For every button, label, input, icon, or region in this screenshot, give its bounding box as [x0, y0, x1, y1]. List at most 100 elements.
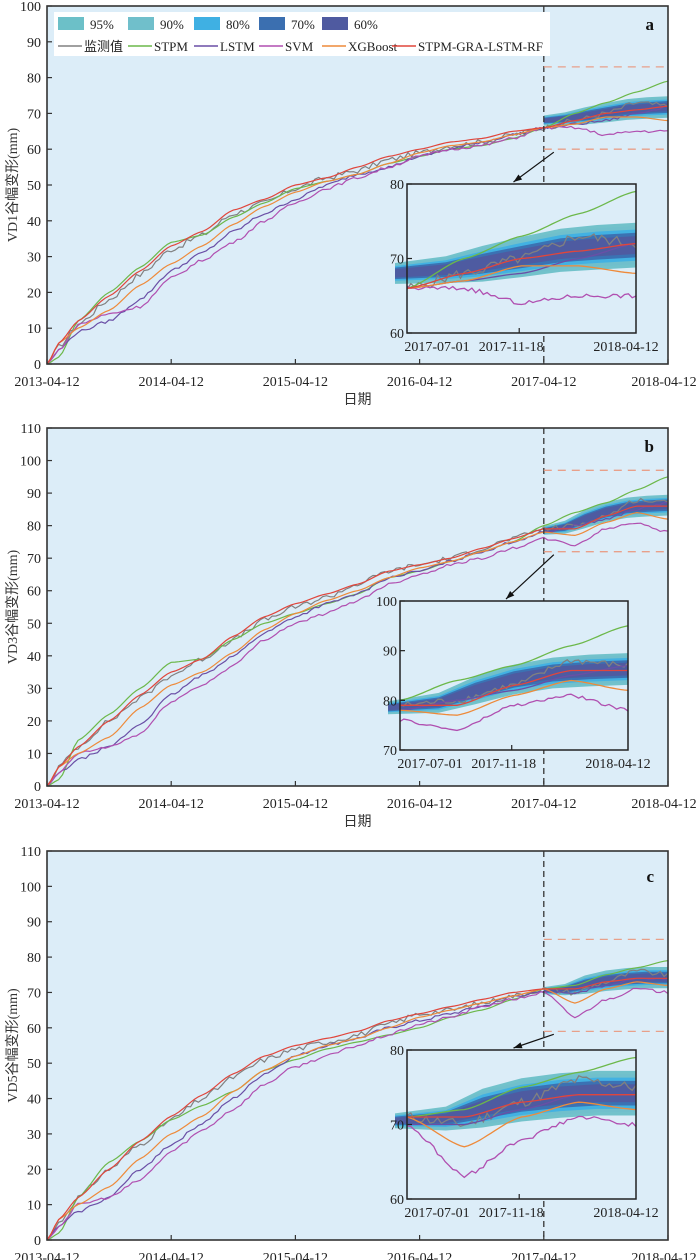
y-tick-label: 70	[27, 552, 41, 567]
series-line-5	[46, 105, 669, 365]
inset-y-tick-label: 70	[383, 744, 397, 759]
y-tick-label: 30	[27, 1128, 41, 1143]
inset-series-line-1	[406, 190, 636, 289]
inset-y-tick-label: 100	[376, 595, 397, 610]
zoom-arrow-head	[513, 1042, 523, 1049]
inset-y-tick-label: 60	[390, 327, 404, 342]
inset-x-tick-label: 2017-07-01	[404, 340, 469, 355]
inset-x-tick-label: 2017-07-01	[397, 757, 462, 772]
legend-label: STPM	[154, 39, 188, 54]
y-tick-label: 90	[27, 487, 41, 502]
x-tick-label: 2018-04-12	[631, 1251, 696, 1260]
y-tick-label: 110	[21, 422, 41, 437]
x-tick-label: 2015-04-12	[263, 375, 328, 390]
inset-x-tick-label: 2018-04-12	[593, 1206, 658, 1221]
y-tick-label: 30	[27, 682, 41, 697]
inset-x-tick-label: 2018-04-12	[585, 757, 650, 772]
legend-label: 监测值	[84, 39, 123, 54]
y-tick-label: 50	[27, 1057, 41, 1072]
plot-frame	[46, 427, 669, 787]
inset-series-line-3	[406, 285, 636, 306]
panel-letter: a	[646, 15, 655, 34]
series-line-5	[46, 505, 668, 787]
legend-swatch-90	[128, 17, 154, 30]
series-line-0	[46, 497, 669, 787]
inset-chart: 70 80 90 100 2017-07-01 2017-11-18 2018-04-12	[376, 595, 651, 772]
legend-label: STPM-GRA-LSTM-RF	[418, 39, 543, 54]
y-tick-label: 110	[21, 845, 41, 860]
x-tick-label: 2015-04-12	[263, 1251, 328, 1260]
chart-panel-c: 0 10 20 30 40 50 60 70 80 90 100 110 2013-04-12 2014-…	[5, 845, 697, 1260]
y-tick-label: 20	[27, 286, 41, 301]
y-tick-label: 40	[27, 650, 41, 665]
x-tick-label: 2017-04-12	[511, 1251, 576, 1260]
y-tick-label: 100	[20, 880, 41, 895]
x-tick-label: 2018-04-12	[631, 375, 696, 390]
x-tick-label: 2016-04-12	[387, 797, 452, 812]
inset-series-line-3	[399, 693, 628, 732]
inset-content	[395, 1056, 636, 1179]
plot-frame	[46, 850, 669, 1241]
series-line-0	[46, 968, 669, 1241]
inset-y-tick-label: 70	[390, 253, 404, 268]
panel-letter: c	[646, 867, 654, 886]
x-tick-label: 2013-04-12	[14, 1251, 79, 1260]
inset-y-tick-label: 80	[390, 1044, 404, 1059]
legend-label: 95%	[90, 17, 114, 32]
y-tick-label: 60	[27, 143, 41, 158]
x-tick-label: 2014-04-12	[139, 375, 204, 390]
y-tick-label: 50	[27, 179, 41, 194]
y-tick-label: 20	[27, 715, 41, 730]
inset-y-tick-label: 70	[390, 1119, 404, 1134]
inset-x-tick-label: 2017-07-01	[404, 1206, 469, 1221]
y-tick-label: 70	[27, 986, 41, 1001]
inset-y-tick-label: 60	[390, 1193, 404, 1208]
y-tick-label: 0	[34, 780, 41, 795]
x-tick-label: 2016-04-12	[387, 1251, 452, 1260]
legend-swatch-95	[58, 17, 84, 30]
zoom-region-box	[543, 66, 668, 150]
x-tick-label: 2013-04-12	[14, 375, 79, 390]
x-tick-label: 2013-04-12	[14, 797, 79, 812]
inset-series-line-4	[399, 679, 628, 716]
legend-swatch-60	[322, 17, 348, 30]
series-line-3	[46, 125, 669, 365]
zoom-arrow-head	[513, 174, 523, 182]
inset-series-line-5	[407, 1094, 636, 1118]
legend-swatch-80	[194, 17, 220, 30]
inset-series-line-5	[406, 242, 636, 289]
series-line-2	[46, 501, 669, 787]
inset-y-tick-label: 90	[383, 645, 397, 660]
legend-label: 60%	[354, 17, 378, 32]
inset-y-tick-label: 80	[383, 694, 397, 709]
inset-series-line-0	[406, 1074, 636, 1128]
inset-series-line-3	[406, 1115, 636, 1179]
panel-letter: b	[645, 437, 654, 456]
inset-content	[388, 625, 628, 732]
y-tick-label: 50	[27, 617, 41, 632]
y-tick-label: 70	[27, 107, 41, 122]
chart-panel-a: 0 10 20 30 40 50 60 70 80 90 100 2013-04-12 2014-04-…	[5, 0, 697, 408]
chart-panel-b: 0 10 20 30 40 50 60 70 80 90 100 110 2013-04-12 2014-…	[5, 422, 697, 830]
inset-series-line-0	[406, 233, 636, 290]
inset-series-line-1	[399, 625, 628, 701]
y-tick-label: 0	[34, 358, 41, 373]
series-line-4	[46, 981, 669, 1241]
y-tick-label: 100	[20, 455, 41, 470]
y-tick-label: 10	[27, 747, 41, 762]
x-tick-label: 2017-04-12	[511, 375, 576, 390]
y-axis-title: VD5谷幅变形(mm)	[5, 988, 21, 1103]
y-tick-label: 90	[27, 916, 41, 931]
legend-label: 80%	[226, 17, 250, 32]
legend: 95% 90% 80% 70% 60% 监测值 STPM LSTM SVM XGBoost STPM…	[54, 12, 550, 56]
y-axis-title: VD3谷幅变形(mm)	[5, 550, 21, 665]
inset-series-line-4	[406, 1101, 636, 1148]
legend-label: XGBoost	[348, 39, 398, 54]
x-axis-title: 日期	[344, 814, 372, 830]
legend-label: 70%	[291, 17, 315, 32]
inset-band-60-mark	[395, 236, 636, 278]
inset-x-tick-label: 2017-11-18	[479, 1206, 544, 1221]
x-tick-label: 2018-04-12	[631, 797, 696, 812]
y-tick-label: 80	[27, 72, 41, 87]
zoom-arrow-head	[506, 590, 515, 599]
